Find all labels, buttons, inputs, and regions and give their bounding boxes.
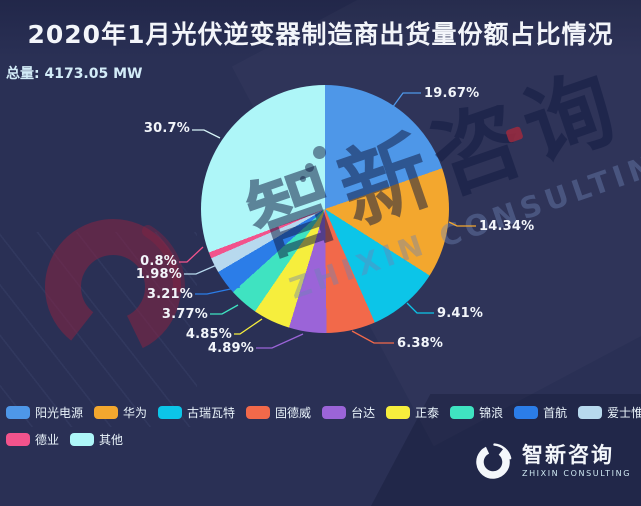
- leader-line: [179, 246, 204, 263]
- leader-line: [448, 221, 476, 227]
- legend-swatch: [94, 406, 119, 419]
- legend-row-2: 德业 其他: [6, 431, 641, 448]
- legend-label: 阳光电源: [35, 406, 84, 420]
- leader-line: [195, 286, 241, 295]
- brand-logo: 智新咨询 ZHIXIN CONSULTING: [473, 441, 631, 481]
- legend-label: 其他: [99, 433, 124, 447]
- legend-swatch: [322, 406, 347, 419]
- watermark-bubble: [300, 176, 306, 182]
- pie-percent-label: 19.67%: [424, 86, 480, 101]
- legend-label: 固德威: [275, 406, 312, 420]
- legend-label: 爱士惟: [607, 406, 641, 420]
- legend-item: 台达: [322, 404, 375, 421]
- brand-swoosh-icon: [474, 443, 512, 481]
- legend-label: 华为: [123, 406, 148, 420]
- legend-item: 正泰: [386, 404, 439, 421]
- pie-percent-label: 3.21%: [146, 287, 193, 302]
- pie-chart: [201, 85, 449, 333]
- leader-line: [256, 333, 304, 349]
- brand-cn-text: 智新咨询: [521, 442, 614, 467]
- pie-percent-label: 1.98%: [135, 267, 182, 282]
- pie-percent-label: 30.7%: [143, 121, 190, 136]
- legend-swatch: [6, 433, 30, 446]
- leader-line: [184, 257, 234, 275]
- legend-item: 阳光电源: [6, 404, 83, 421]
- legend-label: 正泰: [415, 406, 440, 420]
- leader-line: [192, 129, 221, 139]
- legend-item: 爱士惟: [578, 404, 641, 421]
- legend-label: 台达: [351, 406, 376, 420]
- leader-line: [210, 304, 239, 315]
- pie-percent-label: 3.77%: [161, 307, 208, 322]
- legend-swatch: [514, 406, 539, 419]
- leader-line: [406, 302, 434, 314]
- legend-label: 古瑞瓦特: [187, 406, 236, 420]
- legend-item: 其他: [70, 431, 123, 448]
- legend-label: 首航: [543, 406, 568, 420]
- legend-item: 锦浪: [450, 404, 503, 421]
- watermark-bubble: [313, 146, 326, 159]
- leader-line: [234, 318, 263, 335]
- legend-swatch: [246, 406, 271, 419]
- pie-percent-label: 6.38%: [397, 336, 444, 351]
- legend-item: 德业: [6, 431, 59, 448]
- legend-swatch: [578, 406, 603, 419]
- chart-title: 2020年1月光伏逆变器制造商出货量份额占比情况: [27, 20, 614, 49]
- legend-item: 固德威: [246, 404, 311, 421]
- pie-percent-label: 4.89%: [207, 341, 254, 356]
- red-swoosh-watermark: [41, 215, 185, 359]
- total-shipments: 总量: 4173.05 MW: [6, 66, 143, 82]
- watermark-bubble: [305, 163, 314, 172]
- legend-swatch: [450, 406, 475, 419]
- leader-line: [351, 330, 394, 344]
- leader-line: [391, 92, 421, 109]
- legend-swatch: [158, 406, 183, 419]
- legend-swatch: [386, 406, 411, 419]
- legend-item: 华为: [94, 404, 147, 421]
- legend: 阳光电源 华为 古瑞瓦特 固德威 台达 正泰 锦浪 首航 爱士惟 德业 其他: [6, 404, 641, 458]
- legend-label: 德业: [35, 433, 60, 447]
- brand-en-text: ZHIXIN CONSULTING: [521, 469, 631, 479]
- pie-percent-label: 9.41%: [437, 306, 484, 321]
- legend-row-1: 阳光电源 华为 古瑞瓦特 固德威 台达 正泰 锦浪 首航 爱士惟: [6, 404, 641, 421]
- legend-swatch: [6, 406, 30, 419]
- legend-label: 锦浪: [479, 406, 504, 420]
- pie-percent-label: 4.85%: [185, 327, 232, 342]
- pie-percent-label: 0.8%: [140, 254, 177, 269]
- legend-swatch: [70, 433, 95, 446]
- background-top-shade: [0, 0, 641, 58]
- pie-percent-label: 14.34%: [479, 219, 535, 234]
- legend-item: 首航: [514, 404, 567, 421]
- legend-item: 古瑞瓦特: [158, 404, 235, 421]
